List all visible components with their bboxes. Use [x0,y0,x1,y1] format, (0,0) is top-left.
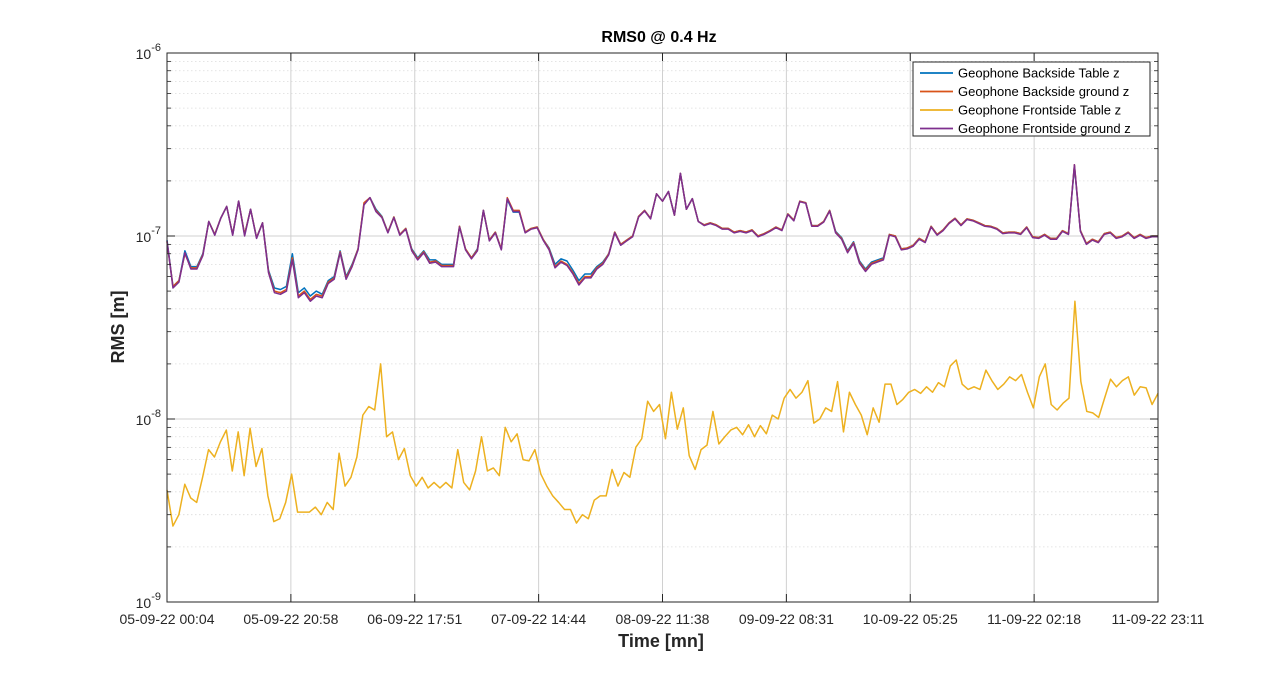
legend-label: Geophone Frontside Table z [958,103,1121,118]
x-tick-label: 07-09-22 14:44 [491,611,586,627]
legend-label: Geophone Frontside ground z [958,121,1131,136]
x-tick-label: 11-09-22 23:11 [1112,611,1205,627]
y-tick-base: 10 [136,595,152,611]
x-tick-label: 09-09-22 08:31 [739,611,834,627]
y-tick-label: 10-6 [136,42,161,62]
x-tick-labels: 05-09-22 00:04 05-09-22 20:58 06-09-22 17:… [120,611,1205,627]
y-tick-label: 10-8 [136,408,161,428]
axis-ticks [166,52,1159,603]
y-tick-label: 10-9 [136,591,161,611]
x-tick-label: 11-09-22 02:18 [987,611,1081,627]
minor-grid [167,60,1158,548]
y-tick-labels: 10-910-810-710-6 [136,42,161,611]
series-lines [166,164,1159,527]
x-axis-title: Time [mn] [618,631,704,651]
x-tick-label: 08-09-22 11:38 [616,611,710,627]
y-tick-exponent: -8 [151,408,161,420]
y-tick-base: 10 [136,229,152,245]
x-tick-label: 10-09-22 05:25 [863,611,958,627]
x-tick-label: 06-09-22 17:51 [367,611,462,627]
x-tick-label: 05-09-22 00:04 [120,611,215,627]
legend-label: Geophone Backside Table z [958,66,1120,81]
y-tick-base: 10 [136,46,152,62]
y-tick-base: 10 [136,412,152,428]
series-line-3 [166,300,1159,527]
x-tick-label: 05-09-22 20:58 [243,611,338,627]
series-line-4 [166,164,1158,302]
y-tick-exponent: -7 [151,225,161,237]
y-tick-label: 10-7 [136,225,161,245]
y-tick-exponent: -6 [151,42,161,54]
legend: Geophone Backside Table z Geophone Backsi… [912,61,1151,137]
legend-box [912,61,1151,137]
y-tick-exponent: -9 [151,591,161,603]
y-axis-title: RMS [m] [108,291,128,364]
chart-title: RMS0 @ 0.4 Hz [601,29,716,46]
legend-label: Geophone Backside ground z [958,84,1129,99]
